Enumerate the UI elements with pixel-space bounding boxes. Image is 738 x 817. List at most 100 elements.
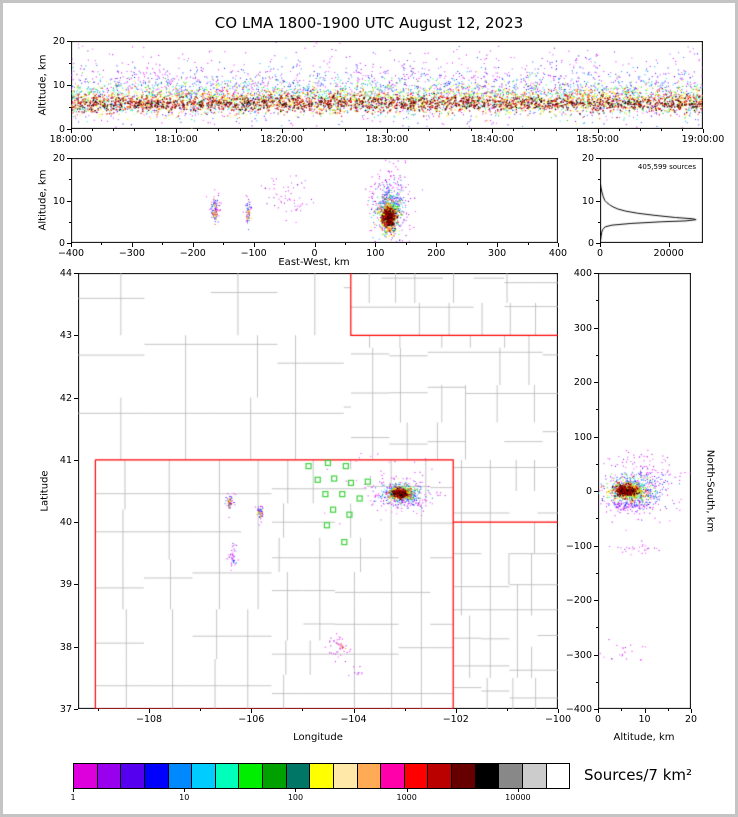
axis-minor-tick [155, 129, 157, 131]
axis-tick-label: 100 [573, 431, 592, 443]
north-south-ylabel: North-South, km [704, 449, 716, 533]
colorbar-tick-label: 100 [287, 793, 304, 802]
axis-tick-label: 38 [59, 641, 72, 653]
axis-minor-tick [302, 129, 304, 131]
axis-tick [492, 129, 494, 133]
colorbar-segment [357, 764, 382, 788]
axis-minor-tick [660, 129, 662, 131]
axis-tick [594, 491, 598, 492]
axis-tick [594, 436, 598, 438]
axis-tick-label: 0 [594, 714, 602, 725]
axis-tick-label: 300 [488, 248, 507, 259]
axis-tick [74, 709, 78, 710]
axis-tick-label: 40 [59, 517, 72, 529]
axis-minor-tick [134, 129, 136, 131]
axis-tick-label: −100 [565, 540, 592, 552]
axis-minor-tick [101, 243, 103, 245]
axis-minor-tick [197, 129, 199, 131]
axis-tick [74, 584, 78, 586]
axis-tick-label: −102 [442, 714, 469, 725]
axis-tick [74, 459, 78, 461]
colorbar-segment [168, 764, 193, 788]
axis-tick [594, 273, 598, 274]
axis-tick [251, 709, 253, 713]
axis-tick [558, 709, 559, 713]
axis-tick-label: −400 [565, 704, 592, 715]
axis-minor-tick [527, 243, 529, 245]
axis-tick-label: 44 [59, 268, 72, 279]
axis-tick-label: 42 [59, 392, 72, 404]
axis-minor-tick [405, 243, 407, 245]
axis-tick [558, 243, 559, 247]
colorbar-segment [144, 764, 169, 788]
axis-tick [594, 327, 598, 329]
axis-tick-label: 18:40:00 [470, 134, 514, 145]
axis-tick-label: 18:50:00 [576, 134, 619, 145]
axis-minor-tick [162, 243, 164, 245]
axis-tick-label: 0 [58, 238, 65, 249]
source-count-annotation: 405,599 sources [637, 163, 696, 171]
axis-minor-tick [639, 129, 641, 131]
axis-minor-tick [598, 179, 600, 181]
axis-tick [67, 158, 71, 159]
axis-tick [594, 709, 598, 710]
colorbar-tick [184, 789, 186, 792]
axis-tick [497, 243, 499, 247]
axis-tick [67, 200, 71, 202]
colorbar-segment [121, 764, 145, 788]
axis-minor-tick [323, 129, 325, 131]
axis-minor-tick [471, 129, 473, 131]
axis-tick [131, 243, 133, 247]
colorbar-tick-label: 10 [179, 793, 190, 802]
colorbar-tick-label: 1 [70, 793, 76, 802]
colorbar-segment [452, 764, 476, 788]
axis-tick-label: −108 [136, 714, 163, 725]
axis-tick [691, 709, 692, 713]
axis-tick [668, 243, 670, 247]
axis-tick [253, 243, 255, 247]
axis-tick [598, 709, 599, 713]
axis-minor-tick [450, 129, 452, 131]
axis-tick-label: −106 [238, 714, 265, 725]
axis-tick-label: 10 [52, 195, 65, 207]
axis-tick-label: 400 [573, 268, 592, 279]
colorbar-segment [286, 764, 311, 788]
north-south-plot [598, 273, 691, 709]
axis-tick [149, 709, 151, 713]
axis-tick [74, 522, 78, 524]
colorbar-segment [499, 764, 523, 788]
axis-minor-tick [408, 129, 410, 131]
colorbar-segment [310, 764, 334, 788]
axis-minor-tick [534, 129, 536, 131]
axis-tick [192, 243, 194, 247]
axis-minor-tick [596, 681, 598, 683]
colorbar-tick [295, 789, 297, 792]
axis-tick [644, 709, 646, 713]
axis-tick-label: 10 [52, 80, 65, 91]
axis-tick [455, 709, 457, 713]
axis-minor-tick [113, 129, 115, 131]
axis-tick-label: 18:10:00 [154, 134, 198, 145]
axis-tick [597, 129, 599, 133]
axis-minor-tick [239, 129, 241, 131]
axis-minor-tick [596, 627, 598, 629]
axis-minor-tick [596, 572, 598, 574]
axis-minor-tick [429, 129, 431, 131]
axis-tick [74, 646, 78, 648]
axis-tick [314, 243, 316, 247]
axis-tick-label: 0 [596, 248, 604, 259]
axis-tick-label: −100 [240, 248, 267, 259]
axis-tick-label: 0 [587, 238, 594, 249]
axis-minor-tick [92, 129, 94, 131]
colorbar-tick [73, 789, 74, 792]
axis-minor-tick [200, 709, 202, 711]
axis-minor-tick [404, 709, 406, 711]
source-histogram-plot [600, 158, 703, 243]
axis-tick-label: 39 [59, 579, 72, 591]
colorbar-segment [475, 764, 500, 788]
axis-minor-tick [598, 221, 600, 223]
axis-minor-tick [69, 107, 71, 108]
axis-tick-label: 0 [311, 248, 318, 259]
axis-tick-label: −104 [340, 714, 367, 725]
axis-tick [594, 600, 598, 601]
